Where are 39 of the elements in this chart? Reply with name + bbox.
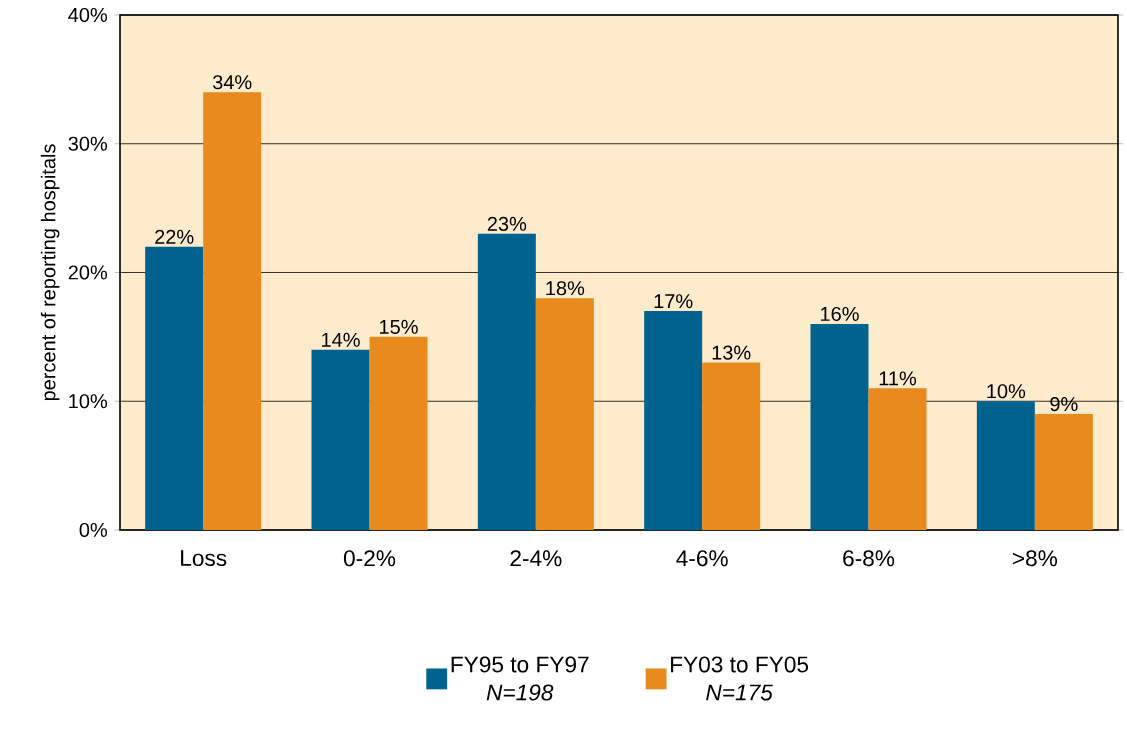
bar: [702, 362, 761, 530]
bar: [311, 349, 370, 530]
data-label: 17%: [654, 294, 693, 309]
y-tick-label: 30%: [68, 136, 108, 151]
data-label: 15%: [380, 319, 418, 334]
bar: [535, 298, 594, 530]
data-label: 16%: [821, 306, 859, 322]
text: N=175: [706, 684, 773, 701]
bar: [369, 336, 428, 530]
legend-label: FY03 to FY05: [671, 656, 809, 673]
data-label: 14%: [322, 332, 360, 347]
bar: [810, 323, 869, 530]
data-label: 11%: [879, 371, 917, 386]
x-tick-label: 2-4%: [510, 550, 562, 567]
x-tick-label: Loss: [181, 550, 227, 567]
bar: [145, 246, 204, 530]
data-label: 34%: [212, 75, 252, 90]
bar: [477, 233, 536, 530]
y-axis-title: percent of reporting hospitals: [40, 144, 60, 401]
bar: [644, 311, 703, 530]
bar: [1034, 414, 1093, 530]
y-tick-label: 40%: [68, 7, 108, 23]
x-tick-label: 6-8%: [843, 550, 895, 567]
bar: [203, 92, 262, 530]
y-tick-label: 0%: [79, 522, 108, 538]
data-label: 22%: [155, 229, 194, 244]
text: N=198: [486, 684, 554, 701]
bar: [868, 388, 927, 530]
x-tick-label: 0-2%: [343, 550, 396, 567]
bar: [976, 401, 1035, 530]
y-tick-label: 20%: [68, 265, 108, 280]
x-tick-label: 4-6%: [676, 550, 728, 567]
legend-label: FY95 to FY97: [451, 656, 589, 673]
x-tick-label: >8%: [1012, 550, 1058, 567]
data-label: 10%: [987, 384, 1026, 399]
data-label: 23%: [487, 216, 527, 231]
y-tick-label: 10%: [69, 394, 108, 409]
data-label: 18%: [546, 281, 585, 296]
data-label: 13%: [712, 345, 751, 360]
